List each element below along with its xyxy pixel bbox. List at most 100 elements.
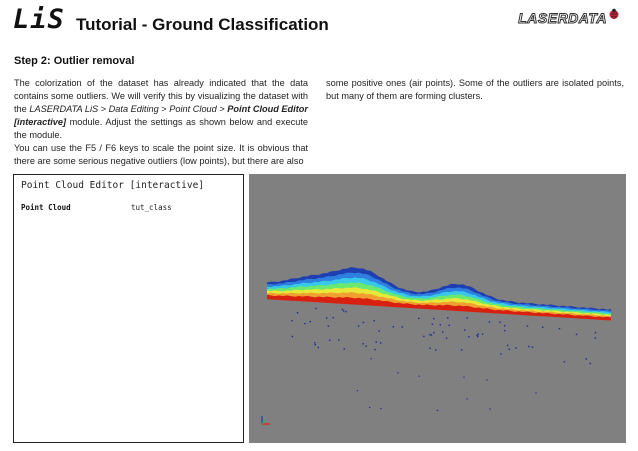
laserdata-logo-text: LASERDATA: [518, 10, 607, 27]
outlier-point: [504, 329, 506, 332]
outlier-point: [508, 348, 510, 350]
outlier-point: [374, 348, 376, 351]
menu-path-app: LASERDATA LiS: [29, 104, 99, 114]
menu-path-separator: >: [98, 104, 109, 114]
outlier-point: [369, 406, 371, 409]
outlier-point: [585, 358, 587, 360]
text-column-left: The colorization of the dataset has alre…: [14, 77, 308, 168]
outlier-point: [542, 326, 544, 328]
outlier-point: [309, 320, 311, 323]
point-cloud-viewer[interactable]: [249, 174, 626, 443]
outlier-point: [356, 390, 358, 392]
point-cloud-label: Point Cloud: [21, 203, 71, 212]
menu-path-separator: >: [158, 104, 170, 114]
outlier-point: [589, 362, 591, 365]
menu-path-separator: >: [216, 104, 228, 114]
outlier-point: [433, 317, 435, 320]
outlier-point: [380, 407, 382, 410]
ladybug-icon: [609, 8, 619, 19]
outlier-point: [362, 343, 364, 345]
outlier-point: [315, 307, 317, 310]
outlier-point: [435, 349, 437, 351]
outlier-point: [558, 327, 561, 330]
outlier-point: [430, 334, 433, 336]
outlier-point: [535, 392, 537, 394]
section-heading: Step 2: Outlier removal: [14, 55, 135, 67]
outlier-point: [314, 344, 316, 346]
outlier-point: [362, 321, 365, 324]
outlier-point: [375, 341, 377, 343]
outlier-point: [332, 317, 334, 319]
outlier-point: [392, 326, 394, 328]
outlier-point: [378, 330, 380, 332]
outlier-point: [439, 324, 441, 326]
outlier-point: [594, 337, 597, 339]
outlier-point: [327, 325, 329, 327]
outlier-point: [506, 344, 509, 347]
cloud-elevation-band: [267, 272, 611, 314]
outlier-point: [477, 335, 479, 338]
point-cloud-value[interactable]: tut_class: [131, 203, 172, 212]
cloud-elevation-band: [267, 287, 611, 318]
outlier-point: [463, 376, 465, 378]
outlier-point: [442, 331, 444, 333]
outlier-point: [423, 335, 425, 338]
outlier-point: [429, 347, 431, 349]
menu-path-module: Point Cloud Editor [interactive]: [14, 104, 308, 127]
menu-path-cloud: Point Cloud: [169, 104, 217, 114]
axis-icon: [261, 416, 270, 425]
outlier-point: [291, 335, 294, 338]
outlier-point: [380, 342, 382, 344]
outlier-point: [365, 345, 367, 347]
outlier-point: [504, 325, 506, 327]
text-column-right: some positive ones (air points). Some of…: [326, 77, 624, 103]
outlier-point: [357, 325, 360, 327]
outlier-point: [418, 317, 420, 320]
point-cloud-render[interactable]: [249, 174, 626, 443]
settings-panel-title: Point Cloud Editor [interactive]: [21, 180, 205, 191]
outlier-point: [481, 333, 484, 335]
outlier-point: [326, 317, 328, 319]
outlier-point: [341, 308, 344, 311]
paragraph-outliers: some positive ones (air points). Some of…: [326, 78, 624, 101]
outlier-point: [515, 347, 517, 349]
outlier-point: [476, 334, 478, 336]
outlier-point: [397, 372, 399, 374]
page-header: LiS Tutorial - Ground Classification LAS…: [0, 0, 638, 46]
outlier-point: [304, 322, 306, 325]
outlier-point: [464, 329, 466, 331]
outlier-point: [488, 321, 491, 323]
outlier-point: [373, 320, 375, 322]
intro-text-end: module. Adjust the settings as shown bel…: [14, 117, 308, 140]
outlier-point: [447, 317, 449, 319]
outlier-point: [436, 409, 438, 411]
outlier-point: [528, 345, 530, 348]
outlier-point: [531, 346, 534, 348]
outlier-point: [486, 379, 488, 381]
outlier-point: [401, 326, 403, 328]
outlier-point: [343, 310, 345, 312]
paragraph-intro: The colorization of the dataset has alre…: [14, 77, 308, 142]
outlier-point: [466, 398, 468, 400]
outlier-point: [466, 317, 468, 319]
cloud-elevation-band: [267, 294, 611, 321]
outlier-point: [468, 336, 470, 338]
menu-path-editing: Data Editing: [108, 104, 159, 114]
page-title: Tutorial - Ground Classification: [76, 15, 329, 34]
intro-text: The colorization of the dataset has alre…: [14, 78, 308, 114]
lis-logo: LiS: [13, 4, 65, 35]
outlier-point: [329, 339, 331, 341]
outlier-point: [448, 324, 450, 327]
outlier-point: [429, 333, 431, 336]
outlier-point: [526, 325, 529, 327]
outlier-point: [317, 346, 319, 349]
outlier-point: [418, 375, 420, 377]
outlier-point: [489, 408, 491, 410]
outlier-point: [594, 331, 597, 334]
outlier-point: [433, 331, 435, 334]
outlier-point: [563, 361, 566, 363]
outlier-point: [343, 348, 345, 350]
outlier-point: [338, 339, 340, 341]
outlier-points: [291, 307, 597, 411]
point-cloud-bands: [267, 267, 611, 321]
